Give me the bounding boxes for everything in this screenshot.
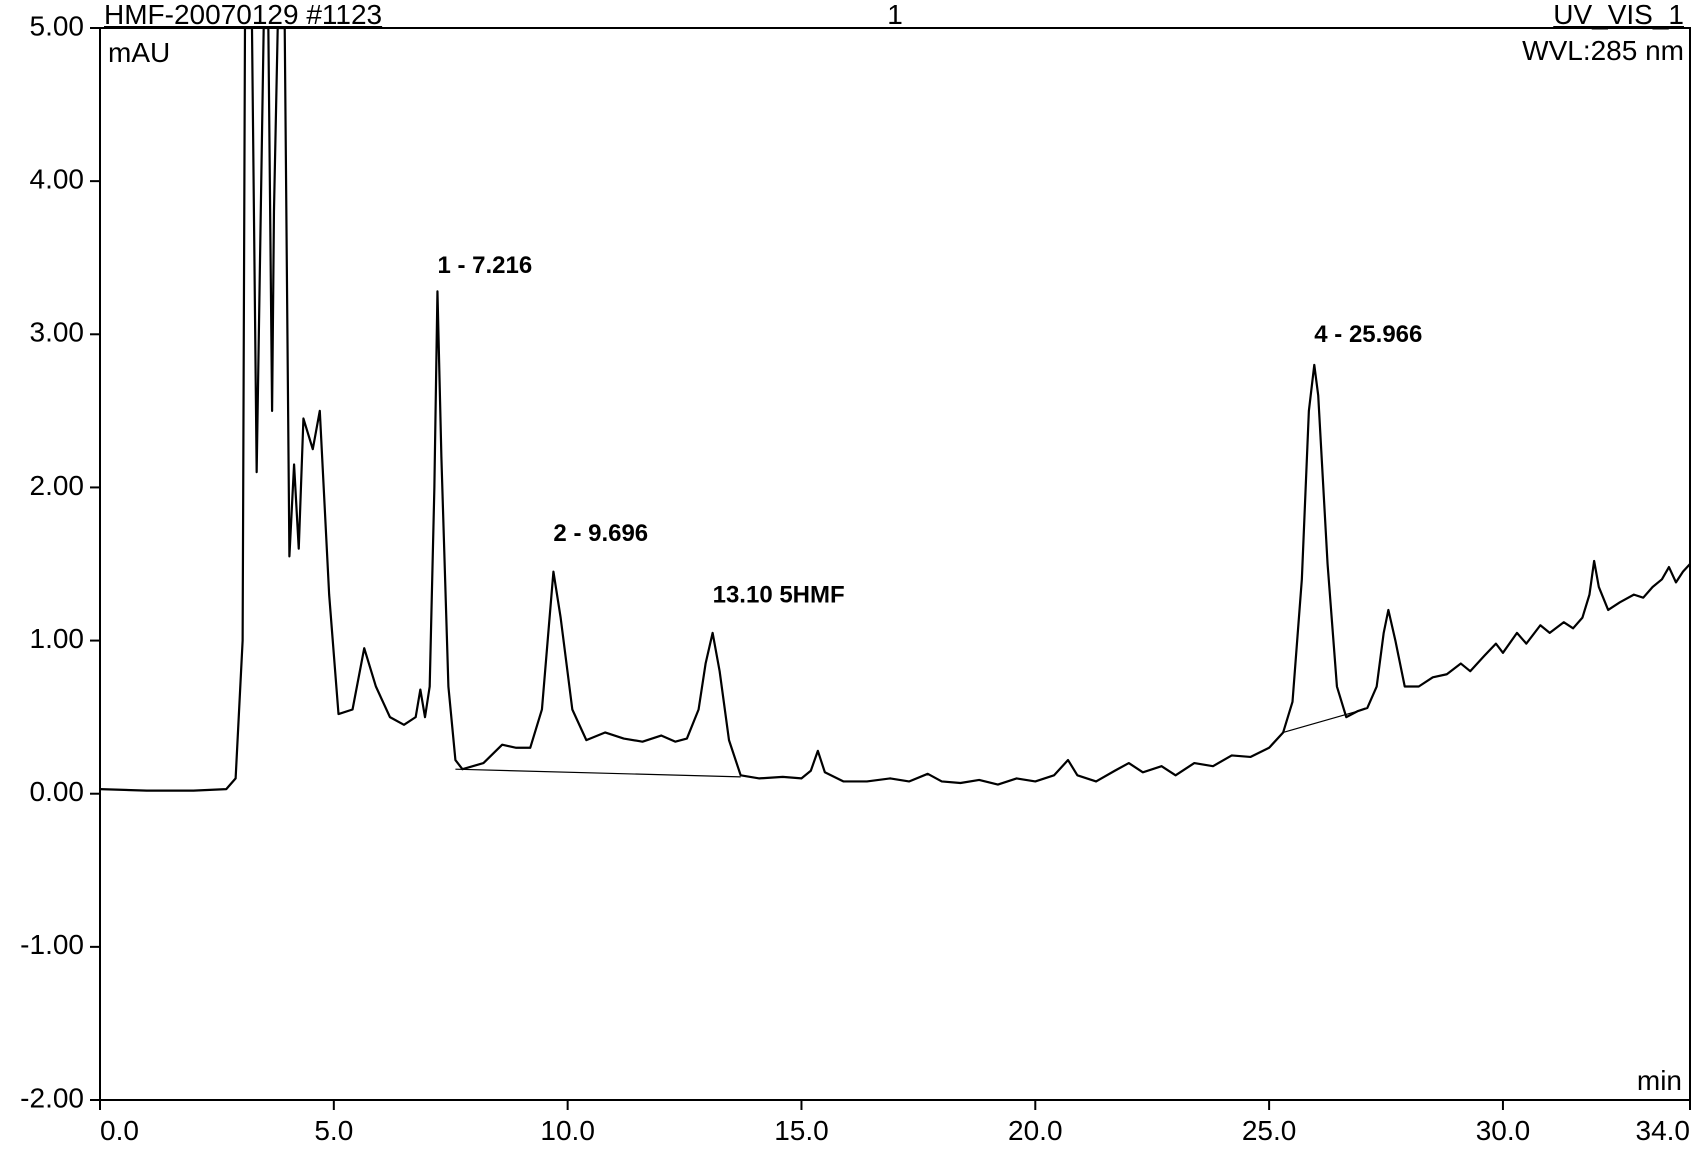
y-tick-label: 5.00 <box>30 10 85 41</box>
chromatogram-chart: -2.00 -1.00 0.00 1.00 2.00 3.00 4.00 5.00 0.0 5.0… <box>0 0 1700 1154</box>
x-tick-label: 30.0 <box>1476 1115 1531 1146</box>
x-tick-label: 10.0 <box>540 1115 595 1146</box>
y-tick-label: 1.00 <box>30 623 85 654</box>
x-tick-label: 34.0 <box>1636 1115 1691 1146</box>
y-tick-label: 3.00 <box>30 317 85 348</box>
y-tick-label: 0.00 <box>30 776 85 807</box>
x-tick-label: 0.0 <box>100 1115 139 1146</box>
peak-label: 1 - 7.216 <box>437 252 532 279</box>
x-tick-label: 25.0 <box>1242 1115 1297 1146</box>
x-tick-label: 20.0 <box>1008 1115 1063 1146</box>
x-tick-label: 5.0 <box>314 1115 353 1146</box>
y-tick-label: 2.00 <box>30 470 85 501</box>
chart-header-center: 1 <box>887 0 903 30</box>
chart-wavelength-label: WVL:285 nm <box>1522 35 1684 66</box>
chart-header-right: UV_VIS_1 <box>1553 0 1684 30</box>
y-axis-label: mAU <box>108 37 170 68</box>
peak-label: 2 - 9.696 <box>553 520 648 547</box>
peak-label: 4 - 25.966 <box>1314 321 1422 348</box>
y-tick-label: -2.00 <box>20 1082 84 1113</box>
x-axis-label: min <box>1637 1065 1682 1096</box>
peak-label: 13.10 5HMF <box>713 581 845 608</box>
y-tick-label: 4.00 <box>30 164 85 195</box>
chart-header-left: HMF-20070129 #1123 <box>104 0 382 30</box>
x-tick-label: 15.0 <box>774 1115 829 1146</box>
chromatogram-svg: -2.00 -1.00 0.00 1.00 2.00 3.00 4.00 5.00 0.0 5.0… <box>0 0 1700 1154</box>
y-tick-label: -1.00 <box>20 929 84 960</box>
